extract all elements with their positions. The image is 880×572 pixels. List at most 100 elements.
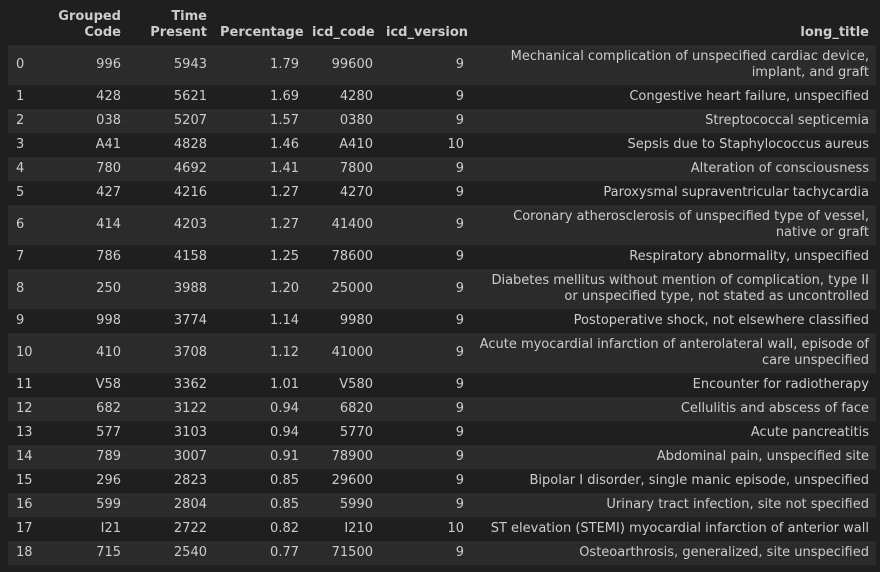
time-present-cell: 5207 — [173, 113, 207, 128]
table-row: 3 A41 4828 1.46 A410 10 Sepsis due to Staphylo… — [8, 133, 876, 157]
row-index: 8 — [16, 281, 25, 296]
percentage-cell: 1.12 — [270, 345, 299, 360]
icd-version-cell: 9 — [455, 425, 464, 440]
row-index: 6 — [16, 217, 25, 232]
time-present-cell: 4158 — [173, 249, 207, 264]
header-row: Grouped Code Time Present Percentage icd… — [8, 5, 876, 45]
table-row: 18 715 2540 0.77 71500 9 Osteoarthrosis, gener… — [8, 541, 876, 565]
icd-code-cell: 5990 — [339, 497, 373, 512]
table-row: 6 414 4203 1.27 41400 9 Coronary atheroscleros… — [8, 205, 876, 245]
percentage-cell: 0.85 — [270, 473, 299, 488]
long-title-cell: Acute pancreatitis — [750, 425, 869, 440]
row-index: 18 — [16, 545, 33, 560]
icd-code-cell: V580 — [339, 377, 373, 392]
grouped-code-cell: 780 — [96, 161, 121, 176]
icd-version-cell: 9 — [455, 57, 464, 72]
percentage-cell: 1.27 — [270, 185, 299, 200]
long-title-cell: ST elevation (STEMI) myocardial infarcti… — [490, 521, 869, 536]
percentage-cell: 1.25 — [270, 249, 299, 264]
icd-version-cell: 9 — [455, 217, 464, 232]
column-header-icd-code: icd_code — [306, 5, 380, 45]
percentage-cell: 1.41 — [270, 161, 299, 176]
time-present-cell: 3362 — [173, 377, 207, 392]
icd-version-cell: 9 — [455, 345, 464, 360]
grouped-code-cell: 789 — [96, 449, 121, 464]
time-present-cell: 4203 — [173, 217, 207, 232]
table-row: 15 296 2823 0.85 29600 9 Bipolar I disorder, s… — [8, 469, 876, 493]
icd-code-cell: 9980 — [339, 313, 373, 328]
row-index: 2 — [16, 113, 25, 128]
long-title-cell: Encounter for radiotherapy — [692, 377, 869, 392]
column-header-time-present: Time Present — [128, 5, 214, 45]
grouped-code-cell: 427 — [96, 185, 121, 200]
table-row: 5 427 4216 1.27 4270 9 Paroxysmal supraventric… — [8, 181, 876, 205]
grouped-code-cell: 414 — [96, 217, 121, 232]
table-row: 13 577 3103 0.94 5770 9 Acute pancreatitis — [8, 421, 876, 445]
icd-code-cell: 6820 — [339, 401, 373, 416]
row-index: 16 — [16, 497, 33, 512]
time-present-cell: 4216 — [173, 185, 207, 200]
table-row: 11 V58 3362 1.01 V580 9 Encounter for radiothe… — [8, 373, 876, 397]
long-title-cell: Acute myocardial infarction of anterolat… — [479, 337, 869, 368]
time-present-cell: 2540 — [173, 545, 207, 560]
percentage-cell: 0.82 — [270, 521, 299, 536]
row-index: 4 — [16, 161, 25, 176]
icd-version-cell: 9 — [455, 89, 464, 104]
icd-code-cell: 7800 — [339, 161, 373, 176]
percentage-cell: 1.79 — [270, 57, 299, 72]
row-index: 14 — [16, 449, 33, 464]
time-present-cell: 3122 — [173, 401, 207, 416]
long-title-cell: Abdominal pain, unspecified site — [656, 449, 869, 464]
dataframe-table: Grouped Code Time Present Percentage icd… — [8, 5, 876, 565]
grouped-code-cell: 715 — [96, 545, 121, 560]
long-title-cell: Urinary tract infection, site not specif… — [606, 497, 869, 512]
column-header-grouped-code: Grouped Code — [52, 5, 128, 45]
icd-version-cell: 9 — [455, 449, 464, 464]
icd-code-cell: 29600 — [331, 473, 373, 488]
long-title-cell: Congestive heart failure, unspecified — [629, 89, 869, 104]
grouped-code-cell: 428 — [96, 89, 121, 104]
grouped-code-cell: 998 — [96, 313, 121, 328]
row-index: 9 — [16, 313, 25, 328]
grouped-code-cell: 599 — [96, 497, 121, 512]
icd-code-cell: 5770 — [339, 425, 373, 440]
long-title-cell: Sepsis due to Staphylococcus aureus — [627, 137, 869, 152]
icd-version-cell: 9 — [455, 545, 464, 560]
table-row: 9 998 3774 1.14 9980 9 Postoperative shock, no… — [8, 309, 876, 333]
icd-version-cell: 10 — [447, 137, 464, 152]
column-header-icd-version: icd_version — [380, 5, 471, 45]
icd-code-cell: A410 — [339, 137, 373, 152]
icd-code-cell: 71500 — [331, 545, 373, 560]
row-index: 17 — [16, 521, 33, 536]
table-header: Grouped Code Time Present Percentage icd… — [8, 5, 876, 45]
column-header-percentage: Percentage — [214, 5, 306, 45]
icd-code-cell: 99600 — [331, 57, 373, 72]
icd-version-cell: 9 — [455, 313, 464, 328]
percentage-cell: 1.01 — [270, 377, 299, 392]
long-title-cell: Diabetes mellitus without mention of com… — [491, 273, 869, 304]
percentage-cell: 0.77 — [270, 545, 299, 560]
icd-version-cell: 9 — [455, 473, 464, 488]
table-row: 12 682 3122 0.94 6820 9 Cellulitis and abscess… — [8, 397, 876, 421]
icd-version-cell: 9 — [455, 113, 464, 128]
long-title-cell: Cellulitis and abscess of face — [680, 401, 869, 416]
percentage-cell: 1.14 — [270, 313, 299, 328]
time-present-cell: 2823 — [173, 473, 207, 488]
row-index: 7 — [16, 249, 25, 264]
column-header-long-title: long_title — [471, 5, 876, 45]
percentage-cell: 0.94 — [270, 425, 299, 440]
table-body: 0 996 5943 1.79 99600 9 Mechanical complicatio… — [8, 45, 876, 565]
grouped-code-cell: A41 — [95, 137, 121, 152]
icd-version-cell: 9 — [455, 281, 464, 296]
long-title-cell: Coronary atherosclerosis of unspecified … — [513, 209, 869, 240]
icd-code-cell: 0380 — [339, 113, 373, 128]
time-present-cell: 3988 — [173, 281, 207, 296]
table-row: 16 599 2804 0.85 5990 9 Urinary tract infectio… — [8, 493, 876, 517]
table-row: 17 I21 2722 0.82 I210 10 ST elevation (STEMI) … — [8, 517, 876, 541]
row-index: 1 — [16, 89, 25, 104]
table-row: 10 410 3708 1.12 41000 9 Acute myocardial infa… — [8, 333, 876, 373]
grouped-code-cell: 296 — [96, 473, 121, 488]
grouped-code-cell: 038 — [96, 113, 121, 128]
long-title-cell: Paroxysmal supraventricular tachycardia — [603, 185, 869, 200]
table-row: 14 789 3007 0.91 78900 9 Abdominal pain, unspe… — [8, 445, 876, 469]
